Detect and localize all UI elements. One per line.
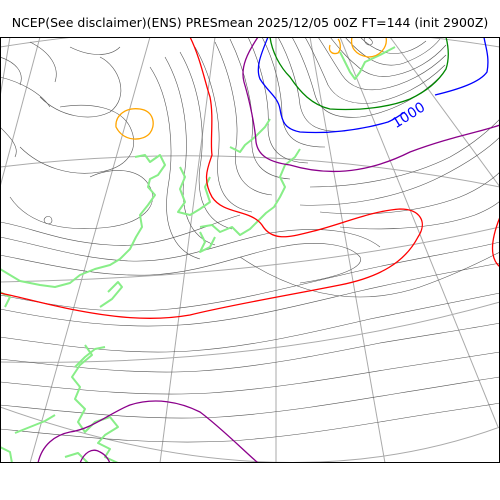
map-panel: 1000 (0, 37, 500, 463)
coastline (339, 46, 396, 80)
contour-line (328, 38, 341, 55)
contour-line (269, 37, 449, 111)
coastline (74, 346, 106, 368)
coastline (199, 148, 301, 236)
contour-line (350, 37, 387, 58)
longitude-line (0, 37, 41, 188)
contour-red (0, 37, 500, 319)
coastline (199, 231, 216, 253)
contour-purple (37, 37, 500, 463)
longitude-line (0, 37, 11, 98)
longitude-line (339, 37, 499, 428)
latitude-line (0, 301, 500, 363)
contour-line (434, 37, 489, 96)
contour-line (491, 216, 500, 268)
longitude-line (29, 37, 151, 463)
pressure-map: 1000 (0, 37, 500, 463)
coastline (14, 414, 56, 434)
contour-line (257, 37, 406, 134)
contour-line (37, 400, 259, 463)
coastline (64, 452, 89, 463)
coastline (229, 118, 271, 153)
contour-line (79, 449, 111, 463)
coastline (71, 344, 119, 463)
contour-orange (115, 37, 387, 140)
coastline (0, 446, 13, 463)
isobar-small (43, 37, 373, 225)
longitude-line (159, 37, 216, 463)
coastline (177, 166, 211, 216)
contour-line (0, 37, 423, 319)
contour-line (115, 108, 154, 140)
contour-green (269, 37, 449, 111)
coastline (99, 281, 123, 308)
coastlines (0, 46, 396, 463)
latitude-line (0, 226, 500, 283)
longitude-line (389, 37, 500, 188)
contour-blue (257, 37, 489, 134)
contour-line (242, 37, 500, 173)
chart-title: NCEP(See disclaimer)(ENS) PRESmean 2025/… (11, 15, 489, 30)
coastline (0, 154, 166, 288)
latitude-line (0, 155, 500, 188)
